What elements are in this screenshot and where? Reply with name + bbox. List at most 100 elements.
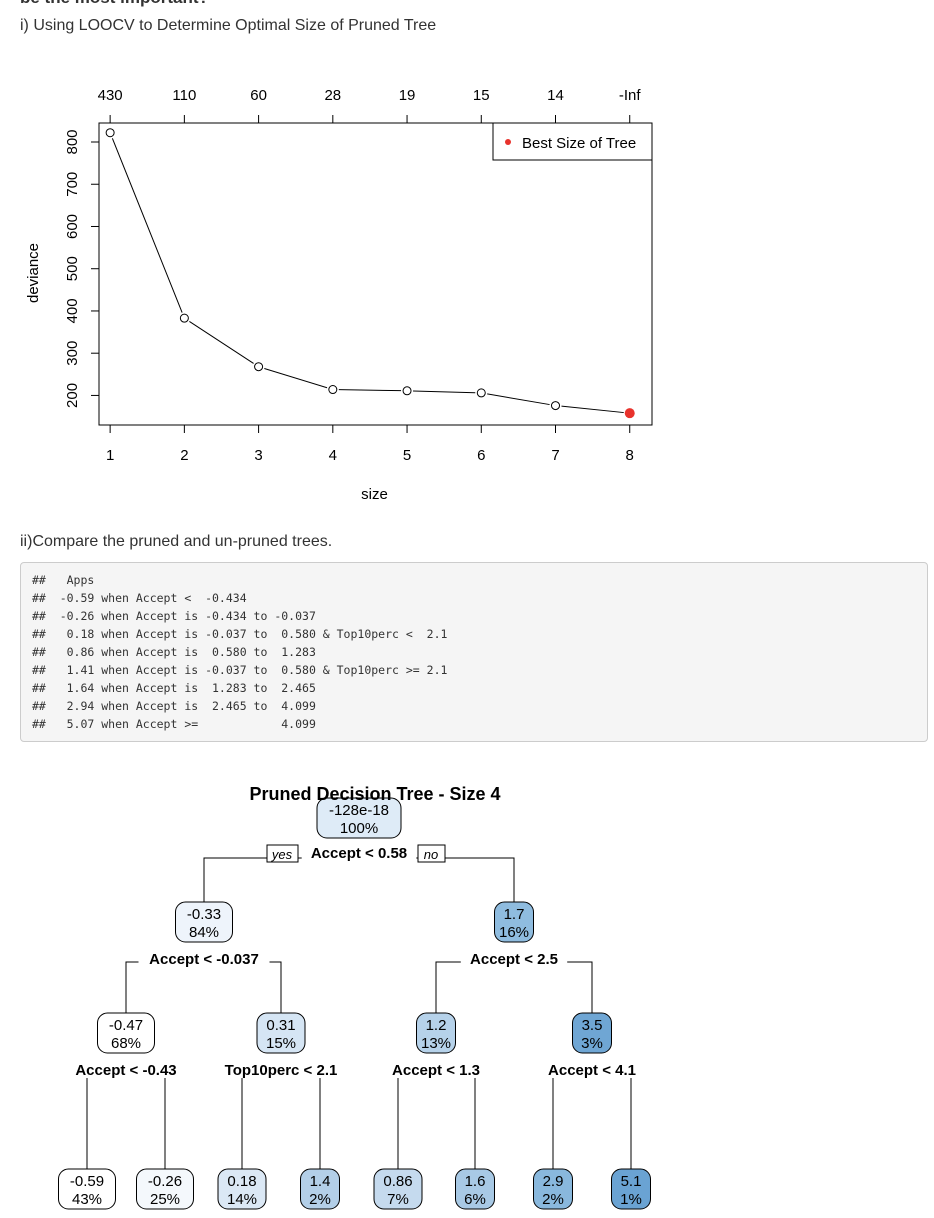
node-box [416, 1012, 456, 1054]
code-line: ## 2.94 when Accept is 2.465 to 4.099 [32, 699, 316, 713]
tree-branch [397, 1072, 476, 1169]
tree-node: 1.42% [300, 1168, 340, 1210]
node-percent: 16% [499, 924, 529, 941]
no-tag-box [417, 844, 446, 863]
data-point [551, 401, 561, 411]
node-box [572, 1012, 612, 1054]
x-tick-label: 8 [626, 447, 634, 464]
node-percent: 25% [150, 1191, 180, 1208]
node-value: 1.2 [426, 1017, 447, 1034]
node-percent: 14% [227, 1191, 257, 1208]
node-value: -0.47 [109, 1017, 143, 1034]
node-value: 1.4 [310, 1173, 331, 1190]
node-percent: 7% [387, 1191, 409, 1208]
node-percent: 84% [189, 924, 219, 941]
tree-branch [86, 1072, 166, 1169]
node-value: 1.7 [504, 906, 525, 923]
top-axis-label: 430 [98, 87, 123, 104]
series-line-segment [487, 393, 550, 406]
top-axis-label: 28 [324, 87, 341, 104]
code-line: ## 1.41 when Accept is -0.037 to 0.580 &… [32, 663, 448, 677]
split-label-bg [138, 948, 270, 967]
series-line-segment [264, 367, 328, 389]
loocv-deviance-plot: 1 2 3 4 5 6 7 8 430 110 60 28 19 15 14 -Inf 200 300 400 500… [25, 87, 653, 503]
legend-box [492, 122, 653, 161]
tree-branch [552, 1072, 632, 1169]
yes-tag: yes [271, 847, 293, 862]
split-label-bg [301, 844, 417, 863]
tree-node: 1.716% Accept < 2.5 [460, 901, 568, 968]
split-label: Accept < -0.037 [149, 951, 259, 968]
node-box [373, 1168, 423, 1210]
no-tag: no [424, 847, 438, 862]
split-label: Accept < 1.3 [392, 1062, 480, 1079]
cut-off-question-text: be the most important? [20, 0, 209, 8]
code-line: ## 0.18 when Accept is -0.037 to 0.580 &… [32, 627, 448, 641]
node-box [136, 1168, 194, 1210]
node-percent: 1% [620, 1191, 642, 1208]
node-box [494, 901, 534, 943]
node-value: -0.33 [187, 906, 221, 923]
data-point [254, 362, 264, 372]
node-percent: 3% [581, 1035, 603, 1052]
code-line: ## 1.64 when Accept is 1.283 to 2.465 [32, 681, 316, 695]
node-box [611, 1168, 651, 1210]
node-value: 3.5 [582, 1017, 603, 1034]
x-tick-label: 4 [329, 447, 337, 464]
node-value: -128e-18 [329, 802, 389, 819]
code-line: ## -0.26 when Accept is -0.434 to -0.037 [32, 609, 316, 623]
tree-branch [125, 961, 282, 1013]
x-tick-label: 1 [106, 447, 114, 464]
node-value: 2.9 [543, 1173, 564, 1190]
section-heading-compare: ii)Compare the pruned and un-pruned tree… [20, 533, 333, 550]
y-tick-label: 800 [64, 129, 81, 154]
x-tick-label: 7 [551, 447, 559, 464]
legend-label: Best Size of Tree [522, 135, 636, 152]
tree-title: Pruned Decision Tree - Size 4 [249, 784, 500, 804]
split-label-bg [215, 1059, 347, 1078]
plot-frame [98, 122, 653, 426]
x-tick-label: 6 [477, 447, 485, 464]
tree-node: 1.213% Accept < 1.3 [382, 1012, 490, 1079]
section-heading-loocv: i) Using LOOCV to Determine Optimal Size… [20, 17, 437, 34]
node-value: 0.18 [227, 1173, 256, 1190]
node-box [300, 1168, 340, 1210]
node-percent: 2% [542, 1191, 564, 1208]
series-line-segment [189, 321, 254, 364]
tree-branch [435, 961, 593, 1013]
top-axis-label: -Inf [619, 87, 642, 104]
data-point [105, 128, 115, 138]
split-label-bg [64, 1059, 188, 1078]
node-value: 0.86 [383, 1173, 412, 1190]
node-percent: 100% [340, 820, 378, 837]
split-label: Accept < 2.5 [470, 951, 558, 968]
code-line: ## Apps [32, 573, 95, 587]
node-box [58, 1168, 116, 1210]
node-percent: 43% [72, 1191, 102, 1208]
code-line: ## -0.59 when Accept < -0.434 [32, 591, 247, 605]
split-label-bg [538, 1059, 646, 1078]
split-label: Accept < 4.1 [548, 1062, 636, 1079]
y-tick-label: 700 [64, 172, 81, 197]
node-percent: 15% [266, 1035, 296, 1052]
x-axis-title: size [361, 486, 388, 503]
series-line-segment [413, 390, 476, 394]
series-line-segment [338, 389, 402, 392]
y-tick-label: 300 [64, 341, 81, 366]
node-value: 1.6 [465, 1173, 486, 1190]
x-tick-label: 2 [180, 447, 188, 464]
data-point [476, 388, 486, 398]
top-axis-label: 15 [473, 87, 490, 104]
legend-marker [505, 139, 511, 145]
tree-branch [241, 1072, 321, 1169]
data-point [328, 385, 338, 395]
series-line-segment [111, 138, 183, 313]
code-line: ## 5.07 when Accept >= 4.099 [32, 717, 316, 731]
y-axis-title: deviance [25, 243, 42, 303]
r-output-code-block: ## Apps ## -0.59 when Accept < -0.434 ## -… [20, 562, 928, 742]
node-box [256, 1012, 306, 1054]
